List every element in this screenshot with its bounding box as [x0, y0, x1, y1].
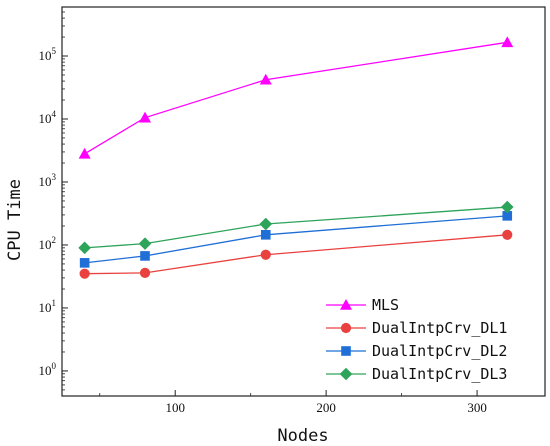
data-point — [500, 200, 514, 214]
series-3 — [79, 211, 513, 268]
series-line — [84, 206, 508, 249]
legend: MLS DualIntpCrv_DL1 DualIntpCrv_DL2 DualInt… — [326, 296, 507, 383]
legend-entry: DualIntpCrv_DL1 — [326, 319, 507, 337]
y-tick-label: 102 — [39, 235, 57, 252]
x-axis: 100 200 300 — [99, 390, 487, 415]
series-2 — [79, 229, 513, 279]
legend-marker — [339, 367, 353, 381]
series-line — [84, 234, 508, 275]
series-line — [84, 215, 508, 264]
plot-border — [61, 6, 546, 397]
legend-entry: DualIntpCrv_DL3 — [326, 365, 507, 383]
y-axis: 100 101 102 103 104 105 — [39, 11, 68, 391]
data-point — [138, 237, 152, 250]
x-tick-label: 100 — [165, 400, 185, 415]
legend-marker — [341, 346, 351, 356]
y-tick-label: 104 — [39, 109, 57, 126]
data-point — [140, 251, 150, 261]
legend-marker — [340, 322, 352, 334]
series-layer — [78, 36, 514, 279]
legend-label: DualIntpCrv_DL2 — [372, 342, 507, 360]
x-tick-label: 200 — [316, 400, 336, 415]
data-point — [501, 36, 514, 48]
y-axis-title: CPU Time — [5, 179, 25, 261]
y-tick-label: 100 — [39, 361, 57, 378]
series-1 — [78, 36, 514, 159]
data-point — [260, 249, 271, 260]
legend-label: MLS — [372, 296, 399, 314]
series-4 — [78, 200, 514, 255]
data-point — [259, 217, 273, 231]
legend-entry: MLS — [326, 296, 399, 314]
legend-entry: DualIntpCrv_DL2 — [326, 342, 507, 360]
data-point — [79, 268, 90, 279]
y-tick-label: 101 — [39, 298, 57, 315]
series-line — [84, 41, 508, 155]
x-axis-title: Nodes — [277, 426, 328, 446]
y-tick-label: 105 — [39, 46, 57, 63]
data-point — [502, 211, 513, 221]
y-tick-label: 103 — [39, 172, 57, 189]
legend-label: DualIntpCrv_DL1 — [372, 319, 507, 337]
data-point — [259, 73, 272, 85]
plot-area — [61, 6, 546, 397]
data-point — [139, 111, 152, 123]
data-point — [79, 258, 90, 268]
legend-label: DualIntpCrv_DL3 — [372, 365, 507, 383]
data-point — [502, 229, 513, 240]
data-point — [78, 147, 91, 159]
legend-marker — [340, 299, 352, 310]
x-tick-label: 300 — [467, 400, 487, 415]
data-point — [78, 241, 91, 255]
data-point — [139, 267, 151, 279]
data-point — [260, 230, 271, 240]
